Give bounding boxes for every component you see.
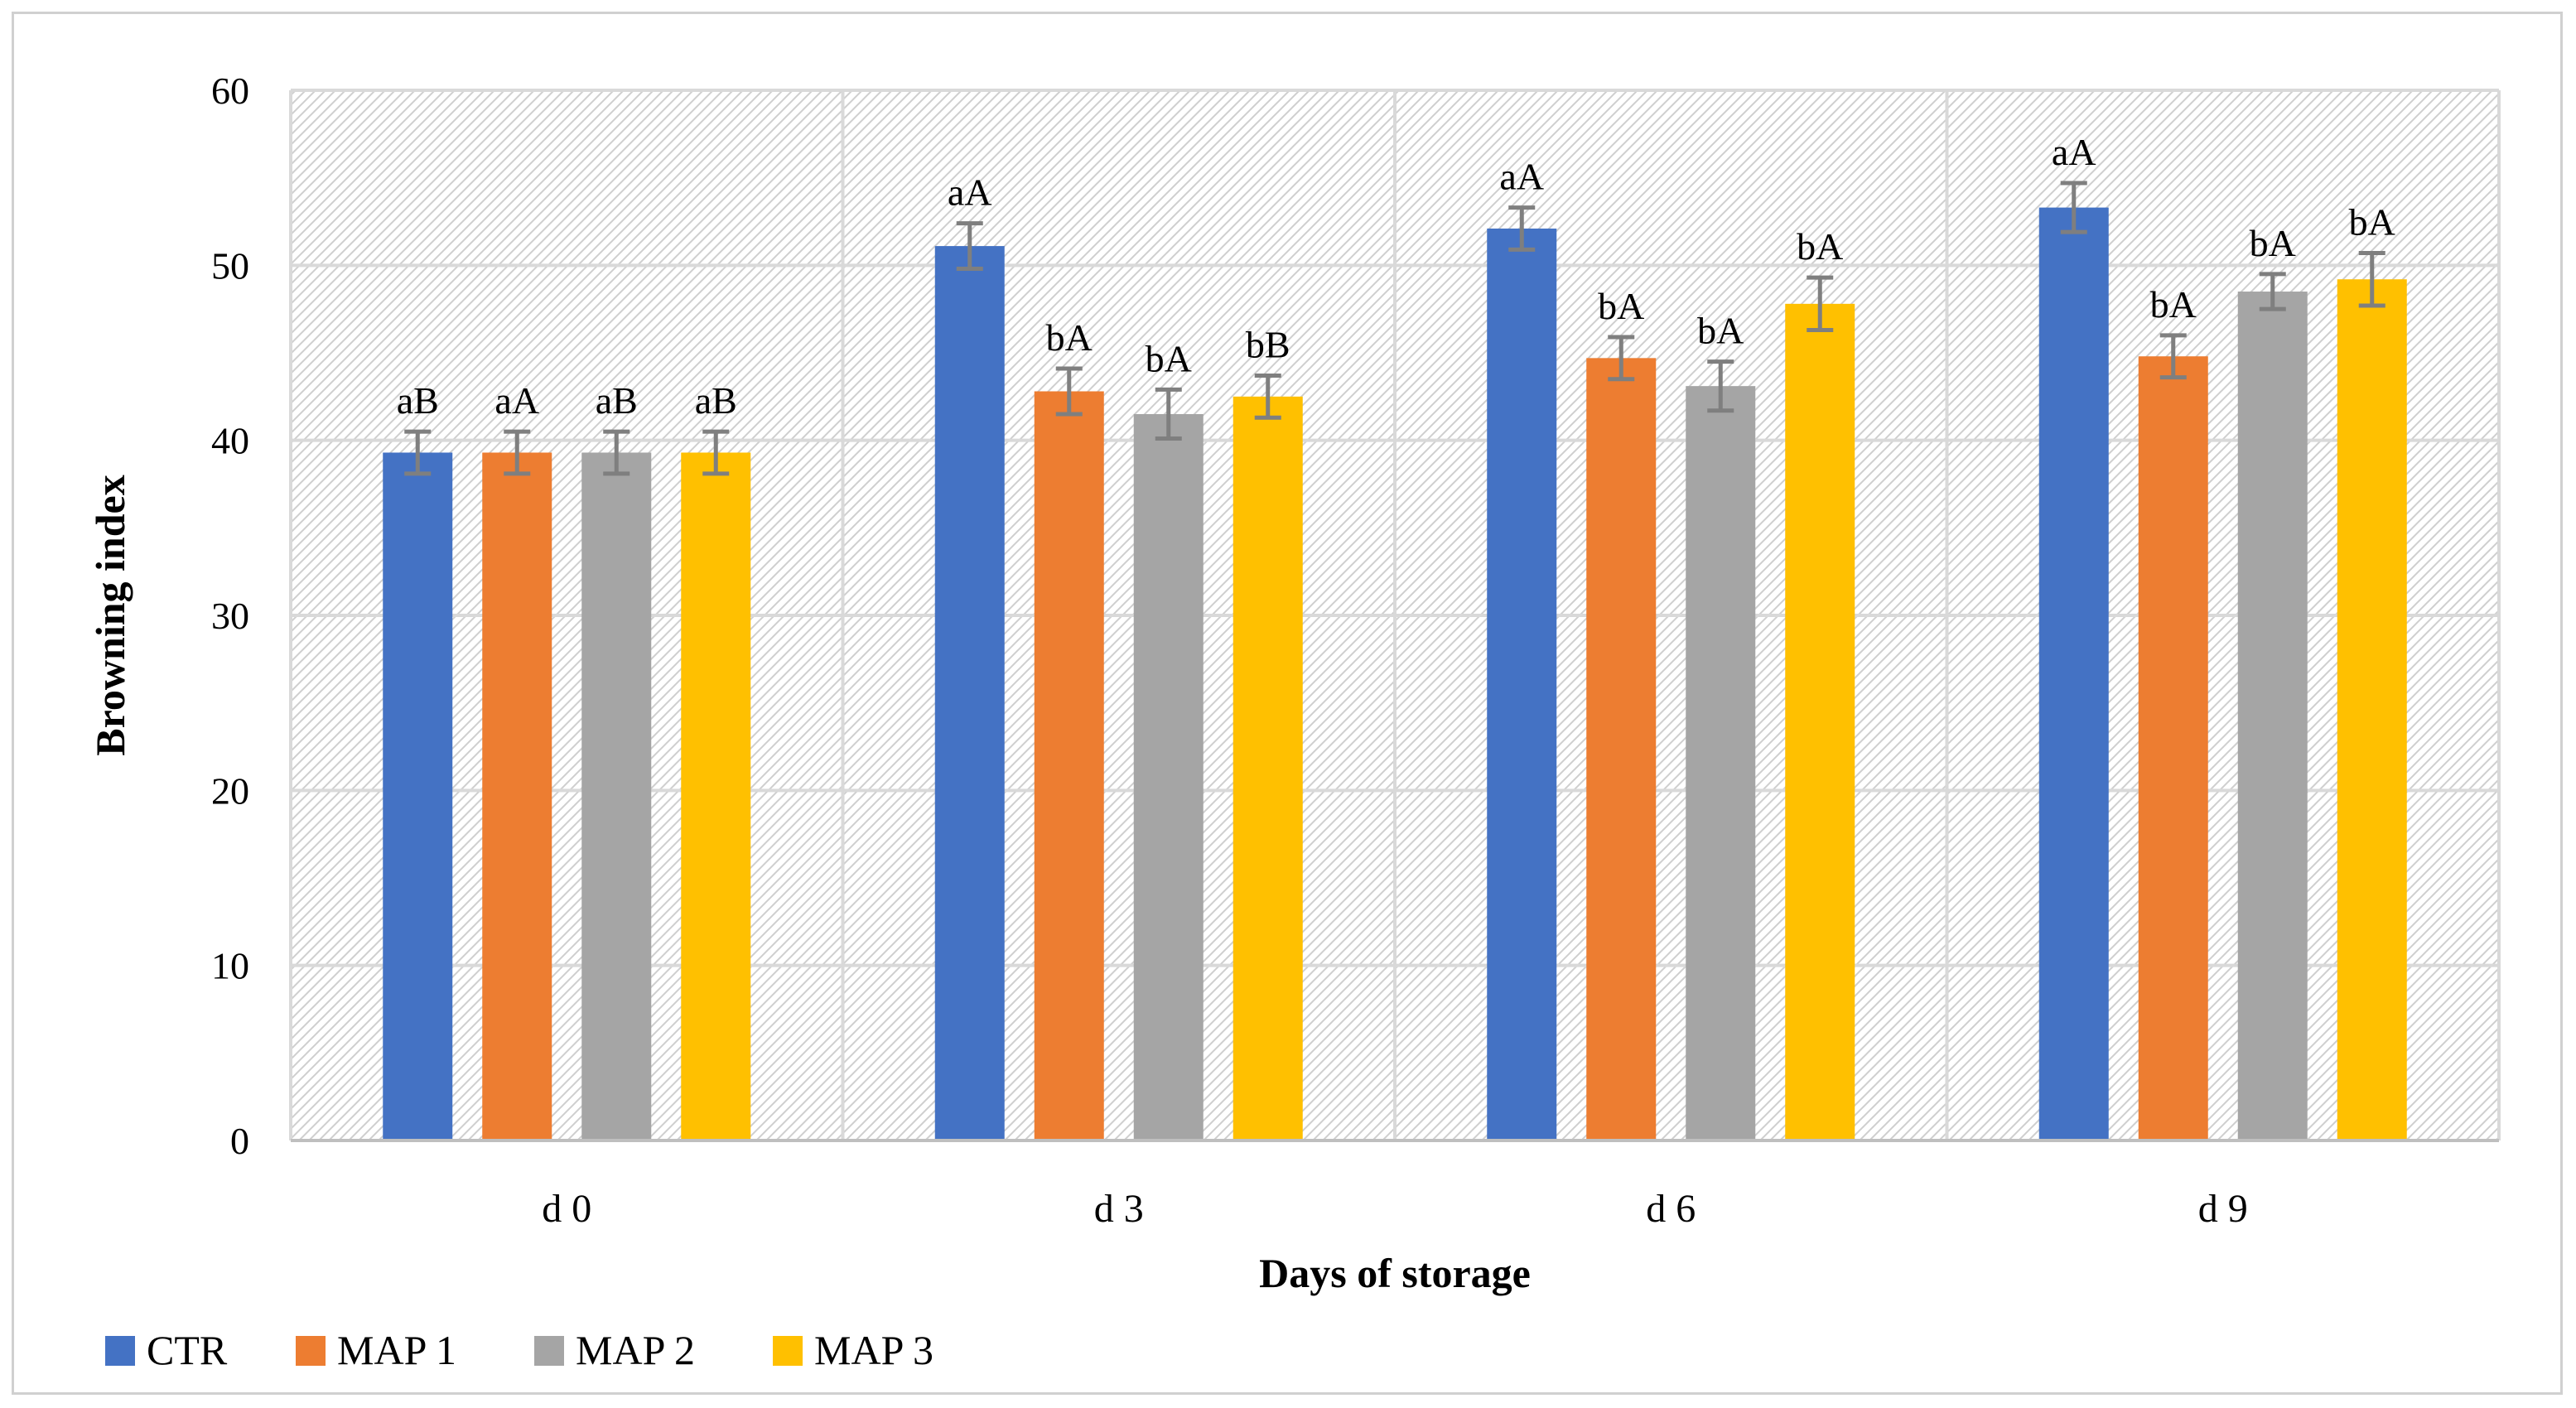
data-label: bA — [2250, 222, 2296, 264]
bar-map3-d0 — [681, 452, 751, 1140]
bar-map2-d6 — [1686, 386, 1756, 1140]
data-label: aA — [948, 171, 992, 214]
bar-map3-d9 — [2337, 279, 2407, 1140]
x-axis-title: Days of storage — [1259, 1250, 1531, 1296]
bar-ctr-d6 — [1487, 228, 1557, 1140]
x-tick-label: d 6 — [1646, 1187, 1696, 1231]
y-tick-label: 0 — [230, 1120, 249, 1162]
bar-map1-d9 — [2138, 356, 2208, 1140]
data-label: bA — [1146, 337, 1192, 379]
bar-ctr-d9 — [2038, 207, 2109, 1140]
legend-label: MAP 2 — [576, 1327, 695, 1373]
chart-frame: aB aA aB aB aA bA bA bB aA bA bA bA aA bA bA bA 0 10 20 30… — [12, 12, 2563, 1395]
y-axis-title: Browning index — [87, 475, 133, 755]
bar-map3-d3 — [1233, 396, 1303, 1140]
x-tick-label: d 0 — [542, 1187, 591, 1231]
legend-label: CTR — [147, 1327, 228, 1373]
data-label: bA — [1046, 316, 1093, 359]
data-label: aB — [596, 379, 638, 422]
y-tick-label: 50 — [211, 244, 249, 287]
data-label: aB — [695, 379, 737, 422]
data-label: bA — [1697, 310, 1744, 352]
y-tick-label: 20 — [211, 769, 249, 812]
legend-label: MAP 3 — [814, 1327, 933, 1373]
data-label: aB — [397, 379, 439, 422]
bar-chart: aB aA aB aB aA bA bA bB aA bA bA bA aA bA bA bA 0 10 20 30… — [87, 70, 2501, 1373]
legend-swatch — [773, 1336, 803, 1366]
data-label: bA — [2349, 201, 2395, 244]
data-label: aA — [1499, 156, 1544, 198]
y-tick-label: 10 — [211, 945, 249, 987]
data-label: aA — [2052, 131, 2096, 173]
bar-map3-d6 — [1785, 303, 1855, 1140]
data-label: bA — [1797, 225, 1843, 268]
bar-map1-d6 — [1586, 358, 1657, 1141]
data-label: bA — [1598, 285, 1644, 327]
legend-label: MAP 1 — [337, 1327, 456, 1373]
x-tick-label: d 3 — [1094, 1187, 1144, 1231]
data-label: aA — [494, 379, 539, 422]
y-tick-label: 40 — [211, 420, 249, 462]
bar-ctr-d3 — [934, 246, 1005, 1140]
y-tick-label: 60 — [211, 70, 249, 112]
bar-map2-d3 — [1133, 413, 1204, 1140]
legend: CTR MAP 1 MAP 2 MAP 3 — [105, 1327, 933, 1373]
legend-swatch — [105, 1336, 135, 1366]
bar-ctr-d0 — [383, 452, 453, 1140]
bar-map1-d0 — [482, 452, 552, 1140]
y-tick-label: 30 — [211, 595, 249, 637]
data-label: bA — [2150, 283, 2197, 325]
bar-map2-d0 — [581, 452, 652, 1140]
bar-map1-d3 — [1034, 391, 1104, 1140]
x-tick-label: d 9 — [2198, 1187, 2248, 1231]
legend-swatch — [296, 1336, 326, 1366]
data-label: bB — [1246, 323, 1290, 365]
legend-swatch — [534, 1336, 564, 1366]
bar-map2-d9 — [2237, 292, 2308, 1140]
